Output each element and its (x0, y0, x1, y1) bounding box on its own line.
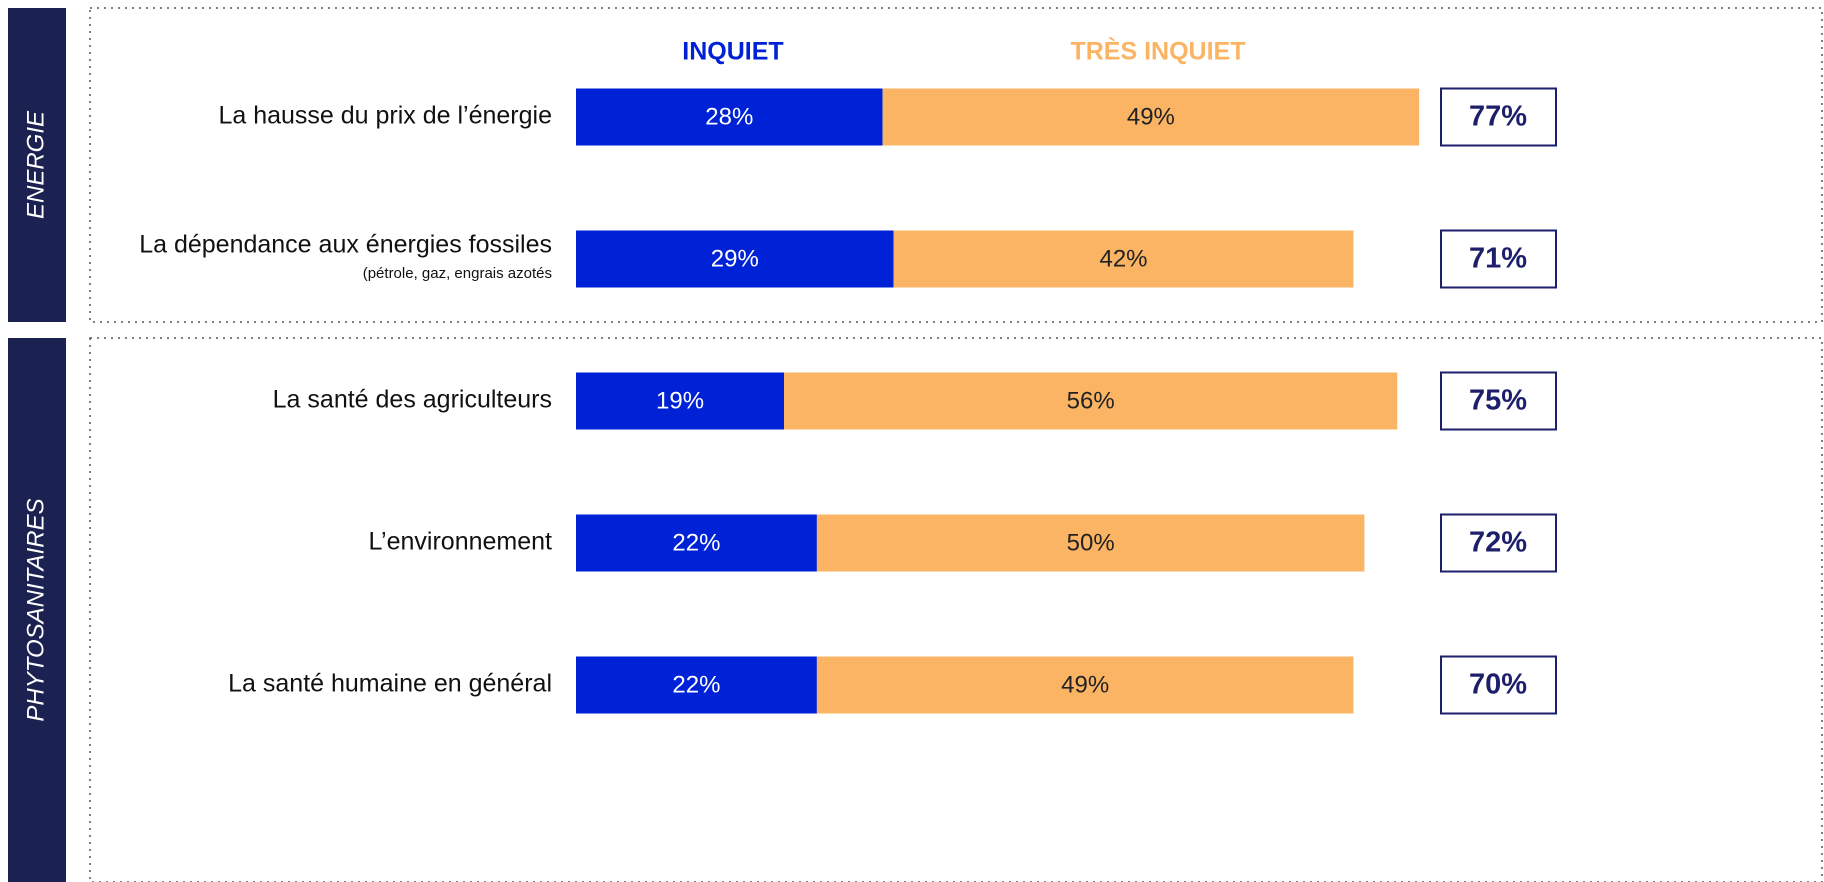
value-label: 28% (705, 103, 753, 130)
total-box (1440, 513, 1557, 573)
total-label: 72% (1469, 527, 1527, 559)
value-label: 42% (1099, 245, 1147, 272)
value-label: 29% (711, 245, 759, 272)
legend-label: INQUIET (682, 38, 783, 66)
bar-segment (576, 230, 894, 288)
category-label: L’environnement (369, 528, 553, 556)
bar-segment (816, 656, 1354, 714)
value-label: 19% (656, 387, 704, 414)
total-box (1440, 655, 1557, 715)
category-label: La hausse du prix de l’énergie (218, 102, 552, 130)
bar-segment (784, 372, 1398, 430)
bar-segment (576, 372, 785, 430)
bar-segment (576, 88, 883, 146)
group-frame (89, 337, 1823, 882)
total-box (1440, 87, 1557, 147)
total-label: 71% (1469, 243, 1527, 275)
category-label: La santé des agriculteurs (273, 386, 552, 414)
group-panel (8, 338, 66, 882)
bar-segment (576, 656, 817, 714)
total-box (1440, 229, 1557, 289)
legend-label: TRÈS INQUIET (1070, 37, 1245, 66)
group-label: ENERGIE (22, 110, 49, 219)
total-label: 75% (1469, 385, 1527, 417)
bar-segment (893, 230, 1354, 288)
group-frame (89, 7, 1823, 323)
group-label: PHYTOSANITAIRES (22, 498, 49, 721)
value-label: 49% (1127, 103, 1175, 130)
category-label: La dépendance aux énergies fossiles (139, 231, 552, 259)
bar-segment (576, 514, 817, 572)
category-note: (pétrole, gaz, engrais azotés (363, 265, 552, 282)
value-label: 22% (672, 671, 720, 698)
category-label: La santé humaine en général (228, 670, 552, 698)
total-label: 70% (1469, 669, 1527, 701)
bar-segment (882, 88, 1420, 146)
bar-segment (816, 514, 1365, 572)
value-label: 22% (672, 529, 720, 556)
group-panel (8, 8, 66, 322)
total-box (1440, 371, 1557, 431)
total-label: 77% (1469, 101, 1527, 133)
value-label: 50% (1067, 529, 1115, 556)
value-label: 49% (1061, 671, 1109, 698)
value-label: 56% (1067, 387, 1115, 414)
